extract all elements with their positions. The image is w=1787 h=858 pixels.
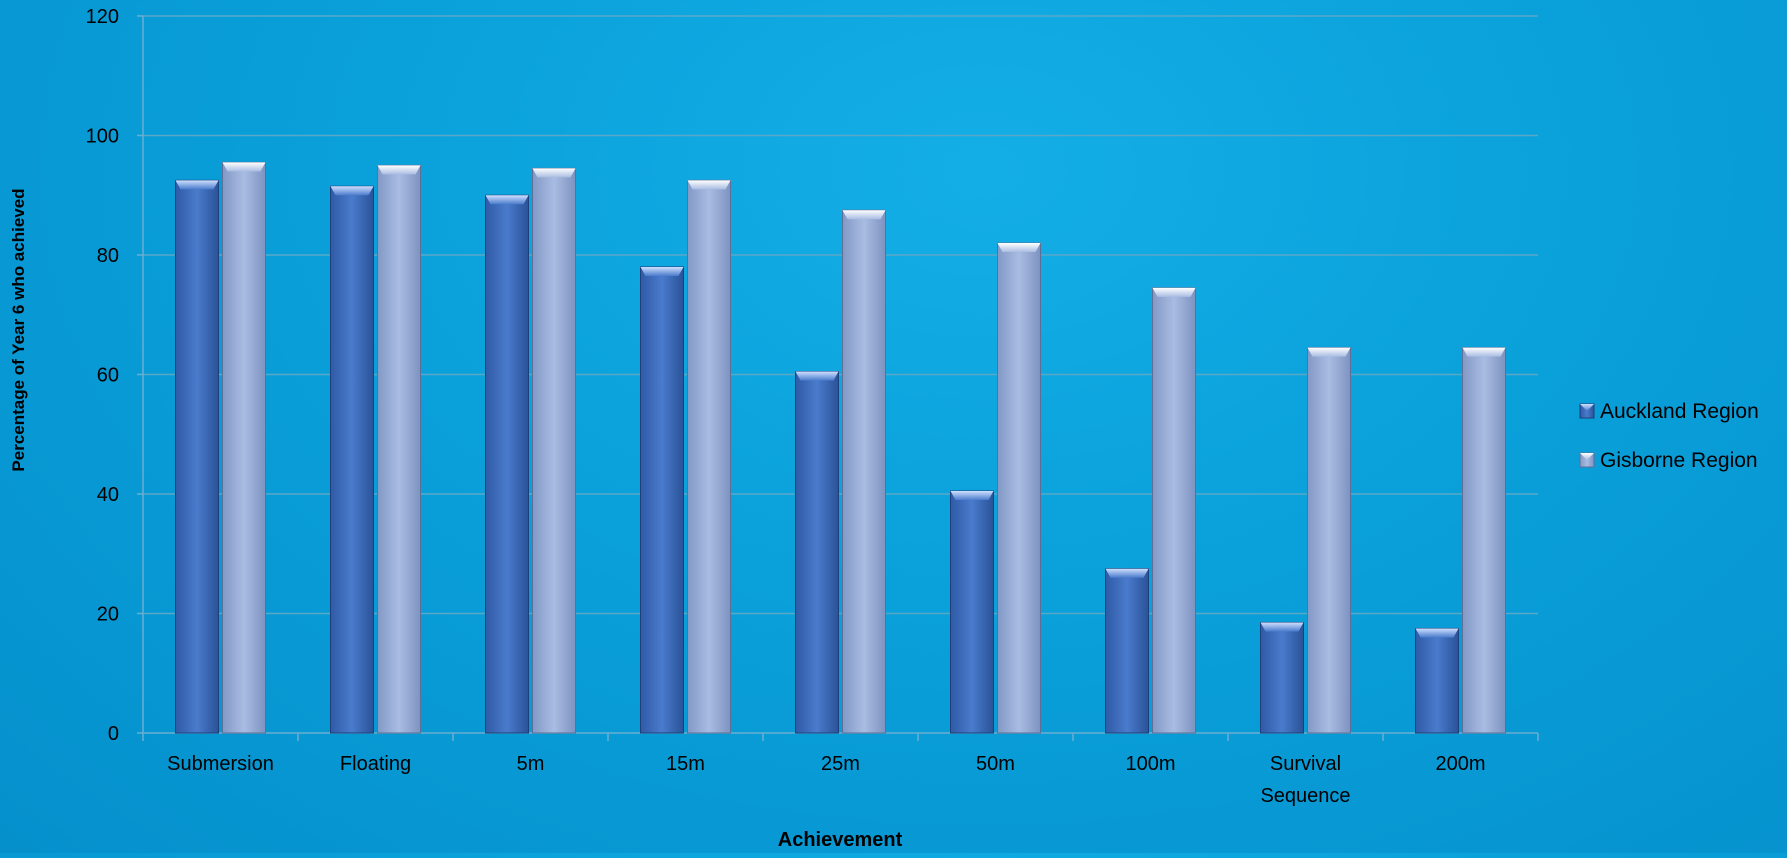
bar-cap xyxy=(997,243,1041,253)
y-axis-title: Percentage of Year 6 who achieved xyxy=(9,188,28,471)
x-tick-label: 15m xyxy=(666,753,705,775)
y-tick-label: 40 xyxy=(97,484,119,506)
bar-auckland xyxy=(1105,568,1149,734)
legend-swatch-cap xyxy=(1580,453,1594,460)
gridlines xyxy=(143,15,1538,615)
y-tick-label: 120 xyxy=(86,6,119,28)
bar-gisborne xyxy=(1307,347,1351,734)
bar-cap xyxy=(1307,347,1351,357)
bar-gisborne xyxy=(997,242,1041,734)
bar-cap xyxy=(485,195,529,205)
bar-cap xyxy=(950,491,994,501)
bar-cap xyxy=(1105,568,1149,578)
bar-cap xyxy=(330,186,374,196)
bar-cap xyxy=(1415,628,1459,638)
legend: Auckland Region Gisborne Region xyxy=(1579,400,1759,472)
bar-cap xyxy=(175,180,219,190)
bar-cap xyxy=(1462,347,1506,357)
bar-cap xyxy=(640,266,684,276)
y-tick-label: 100 xyxy=(86,126,119,148)
y-tick-label: 0 xyxy=(108,723,119,745)
bar-auckland xyxy=(950,490,994,734)
x-tick-label: Submersion xyxy=(167,753,274,775)
bars xyxy=(175,161,1506,734)
bar-gisborne xyxy=(532,167,576,734)
bar-cap xyxy=(377,165,421,175)
axes: 0 20 40 60 80 100 120 Submersion Floating 5m 15m 25… xyxy=(86,6,1539,807)
x-tick-label: 50m xyxy=(976,753,1015,775)
bar-cap xyxy=(1152,287,1196,297)
x-tick-label: 5m xyxy=(517,753,545,775)
y-tick-label: 20 xyxy=(97,604,119,626)
legend-label: Gisborne Region xyxy=(1600,449,1758,472)
bar-gisborne xyxy=(222,161,266,734)
bar-cap xyxy=(687,180,731,190)
bar-cap xyxy=(532,168,576,178)
x-tick-label: 100m xyxy=(1125,753,1175,775)
legend-swatch-cap xyxy=(1580,404,1594,411)
bar-cap xyxy=(1260,622,1304,632)
bar-cap xyxy=(842,210,886,220)
x-tick-label: 25m xyxy=(821,753,860,775)
bar-gisborne xyxy=(1152,287,1196,734)
bar-auckland xyxy=(1260,621,1304,734)
y-tick-label: 60 xyxy=(97,365,119,387)
bar-gisborne xyxy=(377,164,421,734)
bar-auckland xyxy=(795,371,839,734)
bar-auckland xyxy=(330,185,374,734)
bar-gisborne xyxy=(842,209,886,734)
x-tick-label: 200m xyxy=(1435,753,1485,775)
bar-auckland xyxy=(485,194,529,734)
bar-cap xyxy=(222,162,266,172)
bar-auckland xyxy=(175,179,219,734)
bar-auckland xyxy=(1415,627,1459,734)
bar-cap xyxy=(795,371,839,381)
x-axis-title: Achievement xyxy=(778,829,903,851)
x-tick-label: Floating xyxy=(340,753,411,775)
legend-label: Auckland Region xyxy=(1600,400,1759,423)
x-tick-label: Survival Sequence xyxy=(1260,753,1350,807)
bar-gisborne xyxy=(1462,347,1506,734)
bar-auckland xyxy=(640,266,684,734)
bar-gisborne xyxy=(687,179,731,734)
y-tick-label: 80 xyxy=(97,245,119,267)
